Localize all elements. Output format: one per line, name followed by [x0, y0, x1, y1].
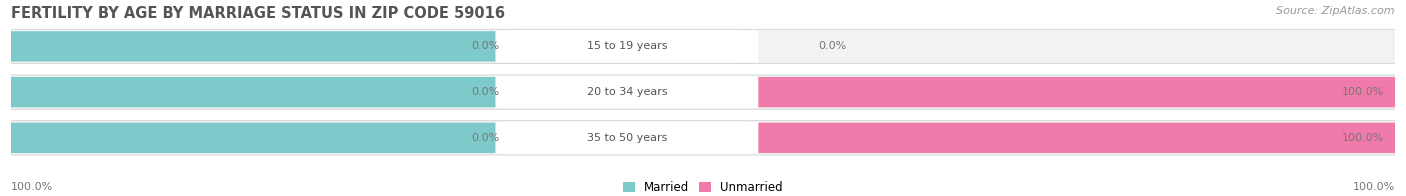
Text: 100.0%: 100.0%: [1341, 87, 1384, 97]
FancyBboxPatch shape: [0, 29, 1406, 64]
Text: 35 to 50 years: 35 to 50 years: [586, 133, 666, 143]
FancyBboxPatch shape: [0, 77, 533, 107]
FancyBboxPatch shape: [0, 121, 1406, 155]
FancyBboxPatch shape: [495, 76, 758, 108]
Text: 20 to 34 years: 20 to 34 years: [586, 87, 668, 97]
FancyBboxPatch shape: [0, 123, 533, 153]
Text: Source: ZipAtlas.com: Source: ZipAtlas.com: [1277, 6, 1395, 16]
Text: 15 to 19 years: 15 to 19 years: [586, 41, 668, 51]
Text: 100.0%: 100.0%: [11, 182, 53, 192]
Text: 0.0%: 0.0%: [818, 41, 846, 51]
Text: 0.0%: 0.0%: [471, 133, 499, 143]
FancyBboxPatch shape: [721, 77, 1406, 107]
Legend: Married, Unmarried: Married, Unmarried: [623, 181, 783, 194]
FancyBboxPatch shape: [495, 30, 758, 63]
Text: FERTILITY BY AGE BY MARRIAGE STATUS IN ZIP CODE 59016: FERTILITY BY AGE BY MARRIAGE STATUS IN Z…: [11, 6, 505, 21]
FancyBboxPatch shape: [721, 123, 1406, 153]
Text: 100.0%: 100.0%: [1353, 182, 1395, 192]
Text: 100.0%: 100.0%: [1341, 133, 1384, 143]
FancyBboxPatch shape: [0, 75, 1406, 109]
Text: 0.0%: 0.0%: [471, 87, 499, 97]
Text: 0.0%: 0.0%: [471, 41, 499, 51]
FancyBboxPatch shape: [495, 122, 758, 154]
FancyBboxPatch shape: [0, 31, 533, 62]
